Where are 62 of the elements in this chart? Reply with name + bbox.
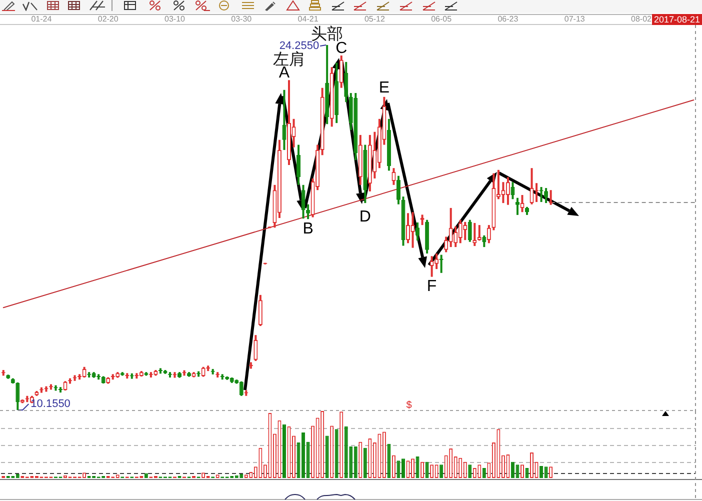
candlestick (106, 377, 110, 384)
annotation: B (302, 220, 314, 238)
annotation: 10.1550 (30, 398, 70, 410)
annotation: F (426, 278, 437, 296)
candlestick (334, 62, 339, 124)
candlestick (325, 45, 330, 124)
candlestick (525, 206, 530, 215)
candlestick (301, 184, 306, 219)
candlestick (339, 55, 344, 88)
x-tick-label: 01-24 (31, 14, 52, 24)
candlestick (330, 67, 334, 127)
annotation: 24.2550 (279, 40, 320, 52)
candlestick (482, 235, 486, 248)
candlestick (187, 372, 192, 377)
candlestick (306, 204, 310, 220)
candlestick (358, 134, 362, 185)
candlestick (258, 294, 262, 326)
candlestick (492, 173, 496, 230)
candlestick (506, 177, 510, 205)
x-tick-label: 08-02 (631, 14, 652, 24)
candlestick (296, 144, 301, 185)
candlestick (254, 335, 258, 361)
candlestick (515, 198, 520, 215)
candlestick (396, 176, 400, 204)
candlestick (386, 118, 391, 171)
candlestick (544, 188, 548, 204)
candlestick (282, 90, 286, 150)
annotation: A (278, 64, 290, 82)
candlestick (401, 196, 406, 246)
candlestick (20, 400, 24, 404)
candlestick (510, 182, 515, 200)
candlestick (139, 371, 144, 376)
x-tick-label: 07-13 (564, 14, 586, 24)
x-tick-label: 03-10 (164, 14, 186, 24)
candlestick (6, 374, 10, 379)
text: 2017-08-21 (654, 14, 700, 24)
candlestick (416, 222, 420, 241)
annotation: D (359, 208, 371, 226)
candlestick (406, 213, 410, 244)
annotation: C (336, 40, 348, 57)
candlestick (63, 381, 68, 390)
annotation: E (378, 79, 390, 96)
candlestick (425, 220, 430, 254)
x-tick-label: 06-23 (498, 14, 519, 24)
candlestick (344, 62, 348, 102)
candlestick (392, 168, 396, 185)
candlestick (10, 378, 15, 384)
candlestick (16, 382, 20, 410)
candlestick (468, 220, 472, 242)
annotation: $ (406, 400, 412, 411)
candlestick (192, 372, 196, 378)
x-tick-label: 04-21 (298, 14, 319, 24)
candlestick (486, 225, 491, 244)
x-tick-label: 02-20 (98, 14, 119, 24)
candlestick (320, 88, 324, 156)
candlestick (239, 381, 244, 396)
candlestick (363, 144, 368, 204)
x-tick-label: 03-30 (231, 14, 252, 24)
x-tick-label: 06-05 (431, 14, 452, 24)
x-tick-label: 05-12 (364, 14, 386, 24)
candlestick (520, 195, 524, 212)
candlestick (101, 376, 106, 384)
